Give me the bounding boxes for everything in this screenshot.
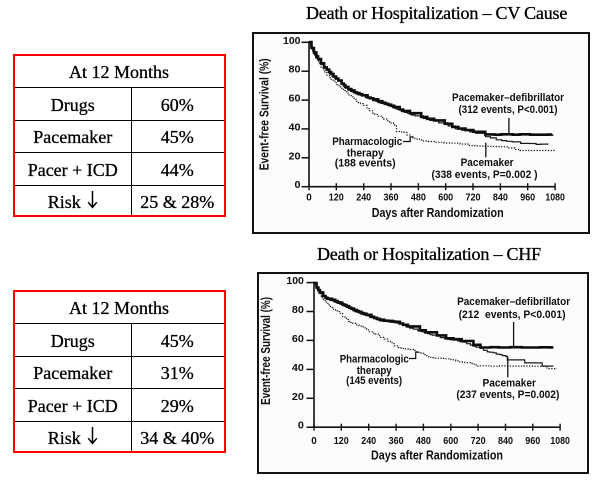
svg-text:0: 0 — [306, 193, 312, 204]
svg-text:840: 840 — [493, 193, 508, 204]
svg-text:0: 0 — [295, 180, 301, 191]
svg-text:960: 960 — [525, 436, 540, 447]
svg-text:therapy: therapy — [357, 365, 393, 377]
svg-text:600: 600 — [443, 436, 458, 447]
svg-text:600: 600 — [438, 193, 453, 204]
svg-text:120: 120 — [329, 193, 344, 204]
svg-text:20: 20 — [292, 392, 304, 403]
svg-text:720: 720 — [471, 436, 486, 447]
svg-text:Pacemaker: Pacemaker — [461, 157, 515, 169]
svg-text:(145 events): (145 events) — [346, 375, 402, 387]
svg-text:1080: 1080 — [550, 436, 570, 447]
svg-text:(338 events, P=0.002 ): (338 events, P=0.002 ) — [432, 169, 538, 181]
svg-text:Pharmacologic: Pharmacologic — [332, 136, 402, 148]
svg-text:360: 360 — [389, 436, 404, 447]
svg-text:960: 960 — [520, 193, 535, 204]
svg-text:480: 480 — [416, 436, 431, 447]
svg-text:360: 360 — [384, 193, 399, 204]
svg-text:840: 840 — [498, 436, 513, 447]
svg-text:240: 240 — [361, 436, 376, 447]
svg-text:0: 0 — [298, 421, 304, 432]
svg-text:(237 events, P=0.002): (237 events, P=0.002) — [456, 389, 559, 401]
svg-text:40: 40 — [292, 363, 304, 374]
svg-text:(312 events, P<0.001): (312 events, P<0.001) — [459, 104, 558, 116]
svg-text:Event-free Survival (%): Event-free Survival (%) — [258, 297, 273, 405]
svg-text:1080: 1080 — [545, 193, 565, 204]
svg-text:60: 60 — [292, 334, 304, 345]
svg-text:80: 80 — [289, 65, 301, 76]
svg-text:100: 100 — [286, 276, 304, 287]
svg-text:20: 20 — [289, 151, 301, 162]
svg-text:40: 40 — [289, 122, 301, 133]
svg-text:Pacemaker–defibrillator: Pacemaker–defibrillator — [457, 296, 571, 308]
svg-text:120: 120 — [334, 436, 349, 447]
svg-text:Event-free Survival (%): Event-free Survival (%) — [257, 58, 272, 170]
svg-text:(188 events): (188 events) — [335, 158, 396, 170]
svg-text:480: 480 — [411, 193, 426, 204]
svg-text:240: 240 — [356, 193, 371, 204]
svg-text:Days after Randomization: Days after Randomization — [372, 205, 504, 220]
svg-text:(212 events, P<0.001): (212 events, P<0.001) — [459, 309, 566, 321]
svg-text:720: 720 — [466, 193, 481, 204]
svg-text:Pacemaker: Pacemaker — [482, 378, 536, 390]
svg-text:60: 60 — [289, 94, 301, 105]
svg-text:Days after Randomization: Days after Randomization — [371, 448, 503, 463]
svg-text:Pacemaker–defibrillator: Pacemaker–defibrillator — [452, 92, 565, 104]
svg-text:therapy: therapy — [347, 148, 385, 160]
svg-text:100: 100 — [283, 36, 301, 47]
svg-text:80: 80 — [292, 305, 304, 316]
svg-text:Pharmacologic: Pharmacologic — [340, 354, 409, 366]
svg-text:0: 0 — [311, 436, 317, 447]
